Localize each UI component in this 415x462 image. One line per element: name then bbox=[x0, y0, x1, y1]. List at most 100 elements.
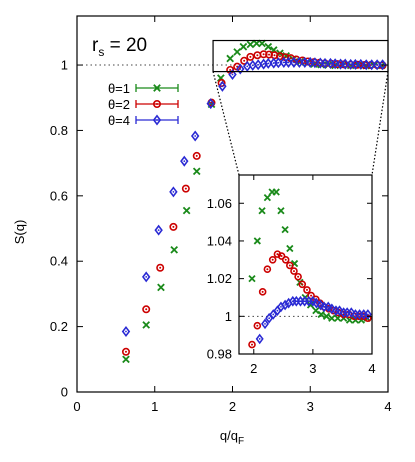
zoom-connector-right bbox=[371, 71, 389, 176]
main-point-1-14 bbox=[264, 42, 273, 51]
main-point-1-3 bbox=[170, 245, 179, 254]
inset-point-3-10 bbox=[261, 318, 270, 330]
main-point-3-9 bbox=[236, 63, 245, 75]
main-point-1-4 bbox=[182, 206, 191, 215]
inset-point-2-16 bbox=[286, 261, 294, 270]
legend-item: θ=4 bbox=[108, 113, 179, 128]
main-point-3-18 bbox=[284, 56, 293, 68]
inset-point-2-9 bbox=[253, 321, 262, 330]
main-point-3-23 bbox=[310, 57, 320, 69]
main-point-2-2 bbox=[156, 263, 165, 272]
inset-point-1-8 bbox=[248, 274, 256, 283]
main-point-3-1 bbox=[141, 271, 151, 283]
main-point-2-10 bbox=[240, 56, 249, 65]
main-point-1-11 bbox=[246, 40, 255, 49]
x-tick-label: 3 bbox=[307, 399, 314, 414]
main-point-1-10 bbox=[239, 42, 248, 51]
inset-background bbox=[239, 175, 372, 354]
inset-point-2-13 bbox=[273, 250, 282, 258]
x-tick-label: 1 bbox=[151, 399, 158, 414]
inset-point-3-9 bbox=[255, 333, 264, 345]
x-axis-label: q/qF bbox=[220, 428, 244, 447]
legend: θ=1θ=2θ=4 bbox=[108, 81, 179, 128]
inset-point-1-11 bbox=[263, 193, 272, 202]
main-point-2-13 bbox=[259, 50, 268, 59]
main-point-3-27 bbox=[330, 58, 340, 70]
legend-marker bbox=[153, 100, 162, 109]
main-point-3-32 bbox=[356, 58, 365, 70]
inset-data-points bbox=[248, 188, 372, 349]
main-point-3-20 bbox=[295, 56, 304, 68]
inset-chart: 2 3 4 0.98 1 1.02 1.04 1.06 bbox=[207, 174, 376, 376]
inset-point-1-23 bbox=[322, 312, 331, 320]
main-point-1-2 bbox=[157, 283, 165, 292]
y-tick-label: 0.2 bbox=[50, 319, 68, 334]
inset-point-3-15 bbox=[281, 299, 290, 311]
main-point-2-4 bbox=[181, 184, 190, 193]
main-point-3-5 bbox=[190, 130, 200, 142]
inset-point-2-18 bbox=[294, 272, 302, 281]
inset-point-2-14 bbox=[277, 252, 286, 260]
y-tick-label: 0.4 bbox=[50, 254, 68, 269]
main-point-3-0 bbox=[121, 325, 131, 338]
main-point-3-2 bbox=[154, 224, 163, 236]
inset-point-3-29 bbox=[335, 305, 344, 316]
main-point-1-5 bbox=[192, 167, 201, 176]
legend-item: θ=2 bbox=[108, 97, 179, 112]
inset-point-2-12 bbox=[268, 255, 277, 264]
main-point-3-35 bbox=[372, 59, 382, 71]
inset-point-1-21 bbox=[312, 307, 320, 315]
main-point-1-13 bbox=[258, 39, 266, 48]
inset-point-1-16 bbox=[286, 244, 294, 253]
inset-x-tick-label: 3 bbox=[309, 361, 316, 376]
main-point-2-1 bbox=[142, 305, 151, 314]
main-ticks: 0 1 2 3 4 0 0.2 0.4 0.6 0.8 1 bbox=[50, 16, 392, 414]
main-point-3-31 bbox=[351, 58, 360, 70]
main-point-1-1 bbox=[142, 321, 151, 329]
inset-y-tick-label: 0.98 bbox=[207, 347, 232, 362]
main-point-1-0 bbox=[122, 355, 130, 364]
y-tick-label: 1 bbox=[61, 58, 68, 73]
inset-point-1-13 bbox=[272, 188, 280, 196]
inset-point-3-32 bbox=[347, 307, 356, 318]
inset-y-tick-label: 1.06 bbox=[207, 196, 232, 211]
main-point-3-33 bbox=[362, 59, 371, 71]
inset-x-tick-label: 4 bbox=[368, 361, 375, 376]
zoom-indicator bbox=[212, 39, 389, 176]
main-point-1-9 bbox=[233, 48, 242, 56]
inset-frame bbox=[238, 174, 373, 355]
main-point-2-5 bbox=[192, 151, 201, 160]
main-data-points bbox=[121, 39, 387, 364]
x-tick-label: 2 bbox=[229, 399, 236, 414]
main-point-3-4 bbox=[180, 155, 189, 167]
inset-point-2-20 bbox=[303, 286, 311, 294]
legend-marker bbox=[152, 114, 162, 126]
main-point-1-8 bbox=[226, 54, 235, 63]
inset-point-2-19 bbox=[298, 280, 307, 289]
main-point-2-14 bbox=[265, 50, 274, 59]
inset-point-2-8 bbox=[248, 340, 256, 349]
main-point-2-15 bbox=[270, 51, 279, 60]
main-point-3-34 bbox=[367, 59, 376, 71]
zoom-box bbox=[212, 39, 389, 73]
x-tick-label: 4 bbox=[384, 399, 391, 414]
inset-point-3-23 bbox=[312, 297, 321, 309]
inset-y-tick-label: 1.02 bbox=[207, 271, 232, 286]
main-point-3-7 bbox=[218, 80, 227, 92]
zoom-connector-left bbox=[212, 71, 240, 176]
main-point-3-29 bbox=[341, 58, 350, 70]
legend-label: θ=4 bbox=[108, 113, 130, 128]
main-point-2-11 bbox=[246, 52, 255, 61]
x-tick-label: 0 bbox=[73, 399, 80, 414]
y-tick-label: 0.6 bbox=[50, 188, 68, 203]
inset-point-2-15 bbox=[281, 255, 290, 264]
inset-point-2-17 bbox=[290, 267, 298, 275]
inset-y-tick-label: 1.04 bbox=[207, 233, 232, 248]
inset-point-3-36 bbox=[363, 309, 372, 320]
main-point-3-6 bbox=[206, 98, 215, 110]
main-point-2-12 bbox=[253, 51, 262, 60]
inset-point-2-11 bbox=[263, 265, 272, 274]
inset-ticks: 2 3 4 0.98 1 1.02 1.04 1.06 bbox=[207, 175, 376, 376]
y-tick-label: 0.8 bbox=[50, 123, 68, 138]
